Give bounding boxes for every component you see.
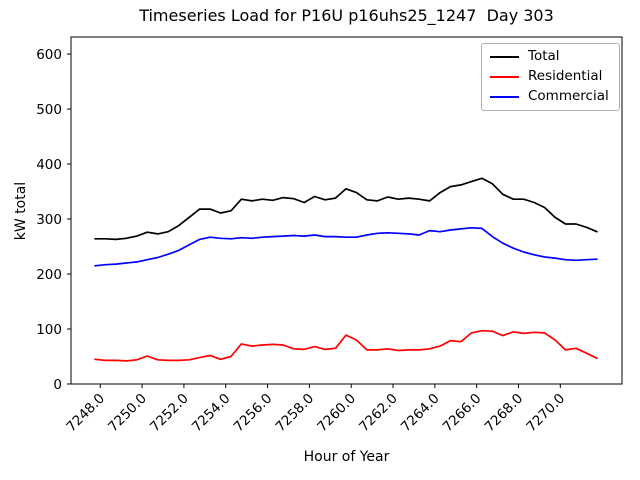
x-tick-label: 7248.0 [63,391,108,436]
y-tick-label: 100 [36,322,62,338]
series-total-line [94,177,598,241]
legend-label-residential: Residential [528,68,603,85]
legend-entry-commercial: Commercial [490,90,611,104]
x-tick-label: 7270.0 [523,391,568,436]
legend-label-total: Total [528,48,560,65]
chart-title: Timeseries Load for P16U p16uhs25_1247 D… [139,6,554,25]
legend-line-residential-icon [490,76,519,78]
y-tick-label: 300 [36,212,62,228]
y-axis-label: kW total [13,181,29,241]
legend-label-commercial: Commercial [528,88,609,105]
x-tick-label: 7254.0 [189,391,234,436]
legend-line-total-icon [490,56,519,58]
legend-entry-residential: Residential [490,70,611,84]
x-tick-label: 7250.0 [105,391,150,436]
x-tick-label: 7260.0 [314,391,359,436]
y-tick-label: 500 [36,102,62,118]
legend: Total Residential Commercial [481,43,620,111]
x-axis-label: Hour of Year [303,449,390,465]
x-tick-label: 7266.0 [440,391,485,436]
x-tick-label: 7258.0 [272,391,317,436]
x-tick-label: 7268.0 [482,391,527,436]
y-tick-label: 200 [36,267,62,283]
y-tick-label: 600 [36,47,62,63]
series-commercial-line [94,226,598,267]
legend-line-commercial-icon [490,96,519,98]
legend-entry-total: Total [490,50,611,64]
x-tick-label: 7256.0 [231,391,276,436]
x-tick-label: 7264.0 [398,391,443,436]
x-tick-label: 7262.0 [356,391,401,436]
series-residential-line [94,329,598,362]
y-tick-label: 0 [53,377,62,393]
y-tick-label: 400 [36,157,62,173]
axes-frame [70,36,623,385]
x-tick-label: 7252.0 [147,391,192,436]
